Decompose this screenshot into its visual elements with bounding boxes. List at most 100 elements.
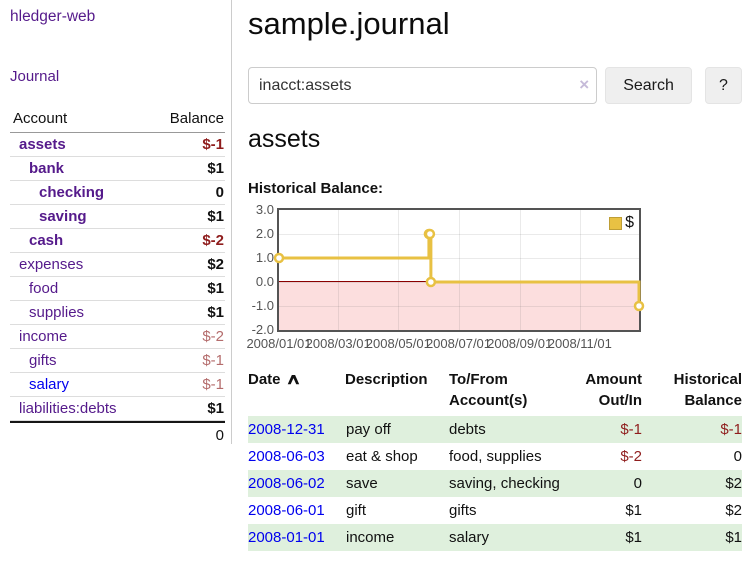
register-column-header: To/From Account(s) xyxy=(449,371,528,409)
register-row[interactable]: 2008-12-31 pay off debts $-1 $-1 xyxy=(248,416,742,443)
account-link-saving[interactable]: saving xyxy=(39,208,87,225)
legend-swatch-icon xyxy=(609,216,623,230)
register-accounts: saving, checking xyxy=(449,475,560,492)
account-link-gifts[interactable]: gifts xyxy=(29,352,57,369)
brand-link[interactable]: hledger-web xyxy=(10,8,96,25)
sidebar-account-row: income $-2 xyxy=(10,325,225,349)
gridline xyxy=(279,234,639,235)
account-link-salary[interactable]: salary xyxy=(29,376,70,393)
account-link-income[interactable]: income xyxy=(19,328,68,345)
chart-negative-region xyxy=(279,282,639,330)
gridline xyxy=(279,258,639,259)
legend-label: $ xyxy=(625,214,634,231)
account-balance: $1 xyxy=(207,160,224,177)
register-row[interactable]: 2008-06-03 eat & shop food, supplies $-2 0 xyxy=(248,443,742,470)
search-input-wrap: × xyxy=(248,67,598,104)
x-axis-tick-label: 2008/07/01 xyxy=(425,336,492,351)
gridline xyxy=(338,210,340,330)
account-balance: $-1 xyxy=(202,352,224,369)
register-accounts: gifts xyxy=(449,502,477,519)
register-row[interactable]: 2008-01-01 income salary $1 $1 xyxy=(248,524,742,551)
sidebar-account-row: checking 0 xyxy=(10,181,225,205)
sidebar-account-row: food $1 xyxy=(10,277,225,301)
account-title: assets xyxy=(248,125,321,153)
sidebar-account-row: gifts $-1 xyxy=(10,349,225,373)
register-description: eat & shop xyxy=(346,448,418,465)
account-link-supplies[interactable]: supplies xyxy=(29,304,85,321)
account-link-checking[interactable]: checking xyxy=(39,184,105,201)
accounts-table-body: assets $-1 bank $1 checking 0 saving $1 cash $-2 e… xyxy=(10,133,225,421)
account-link-cash[interactable]: cash xyxy=(29,232,64,249)
register-date-link[interactable]: 2008-01-01 xyxy=(248,529,325,546)
x-axis-tick-label: 2008/05/01 xyxy=(365,336,431,351)
register-date-link[interactable]: 2008-06-03 xyxy=(248,448,325,465)
accounts-table: Account Balance assets $-1 bank $1 checking 0… xyxy=(10,106,225,448)
register-column-header: Amount Out/In xyxy=(585,371,642,409)
account-balance: $1 xyxy=(207,208,224,225)
help-button[interactable]: ? xyxy=(704,67,742,104)
accounts-total: 0 xyxy=(10,421,225,448)
gridline xyxy=(579,210,581,330)
account-balance: 0 xyxy=(215,184,224,201)
chart-plot-area: $ xyxy=(273,208,645,332)
account-balance: $1 xyxy=(207,304,224,321)
page-title: sample.journal xyxy=(248,6,450,41)
register-amount: $1 xyxy=(625,529,642,546)
sidebar-account-row: liabilities:debts $1 xyxy=(10,397,225,421)
clear-search-icon[interactable]: × xyxy=(579,75,590,94)
search-button[interactable]: Search xyxy=(605,67,692,104)
register-balance: 0 xyxy=(733,448,742,465)
journal-link[interactable]: Journal xyxy=(10,68,60,85)
x-axis-tick-label: 2008/03/01 xyxy=(305,336,371,351)
register-row[interactable]: 2008-06-02 save saving, checking 0 $2 xyxy=(248,470,742,497)
register-row[interactable]: 2008-06-01 gift gifts $1 $2 xyxy=(248,497,742,524)
gridline xyxy=(279,306,639,307)
register-date-cell: 2008-06-02 xyxy=(248,470,345,497)
search-form: × Search ? xyxy=(248,67,742,104)
sort-ascending-icon: ∧ xyxy=(285,371,301,388)
balance-chart: 3.0 2.0 1.0 0.0 -1.0 -2.0 $ 2008/01/01 2008/03… xyxy=(246,202,742,354)
register-date-link[interactable]: 2008-06-01 xyxy=(248,502,325,519)
x-axis-tick-label: 2008/09/01 xyxy=(487,336,553,351)
account-balance: $-2 xyxy=(202,232,224,249)
sidebar-account-row: expenses $2 xyxy=(10,253,225,277)
register-balance: $-1 xyxy=(720,421,742,438)
data-point-marker xyxy=(273,252,285,264)
register-date-cell: 2008-06-01 xyxy=(248,497,345,524)
sidebar-account-row: saving $1 xyxy=(10,205,225,229)
sidebar-account-row: assets $-1 xyxy=(10,133,225,157)
register-balance: $2 xyxy=(725,475,742,492)
account-link-liabilities-debts[interactable]: liabilities:debts xyxy=(19,400,117,417)
gridline xyxy=(519,210,521,330)
account-link-bank[interactable]: bank xyxy=(29,160,65,177)
register-description: income xyxy=(346,529,395,546)
sidebar-account-row: salary $-1 xyxy=(10,373,225,397)
sidebar: hledger-web Journal Account Balance asse… xyxy=(0,0,232,444)
register-table: Date ∧ Description To/From Account(s) Amount… xyxy=(248,369,742,551)
register-header-row: Date ∧ Description To/From Account(s) Amount… xyxy=(248,369,742,416)
register-description: gift xyxy=(346,502,367,519)
register-column-header[interactable]: Date ∧ xyxy=(248,371,301,388)
x-axis-tick-label: 2008/11/01 xyxy=(547,336,612,351)
register-date-link[interactable]: 2008-06-02 xyxy=(248,475,325,492)
account-balance: $-2 xyxy=(202,328,224,345)
account-link-expenses[interactable]: expenses xyxy=(19,256,84,273)
gridline xyxy=(458,210,460,330)
y-axis-tick-label: 2.0 xyxy=(255,226,274,241)
account-link-assets[interactable]: assets xyxy=(19,136,66,153)
y-axis-tick-label: 1.0 xyxy=(255,250,274,265)
sidebar-account-row: bank $1 xyxy=(10,157,225,181)
register-accounts: salary xyxy=(449,529,490,546)
register-amount: $1 xyxy=(625,502,642,519)
sidebar-account-row: supplies $1 xyxy=(10,301,225,325)
search-input[interactable] xyxy=(248,67,598,104)
register-column-header: Historical Balance xyxy=(673,371,742,409)
accounts-table-header: Account Balance xyxy=(10,106,225,133)
register-amount: $-1 xyxy=(620,421,642,438)
account-balance: $-1 xyxy=(202,376,224,393)
register-date-link[interactable]: 2008-12-31 xyxy=(248,421,325,438)
register-amount: $-2 xyxy=(620,448,642,465)
account-link-food[interactable]: food xyxy=(29,280,59,297)
register-balance: $2 xyxy=(725,502,742,519)
accounts-header-account: Account xyxy=(13,110,68,127)
